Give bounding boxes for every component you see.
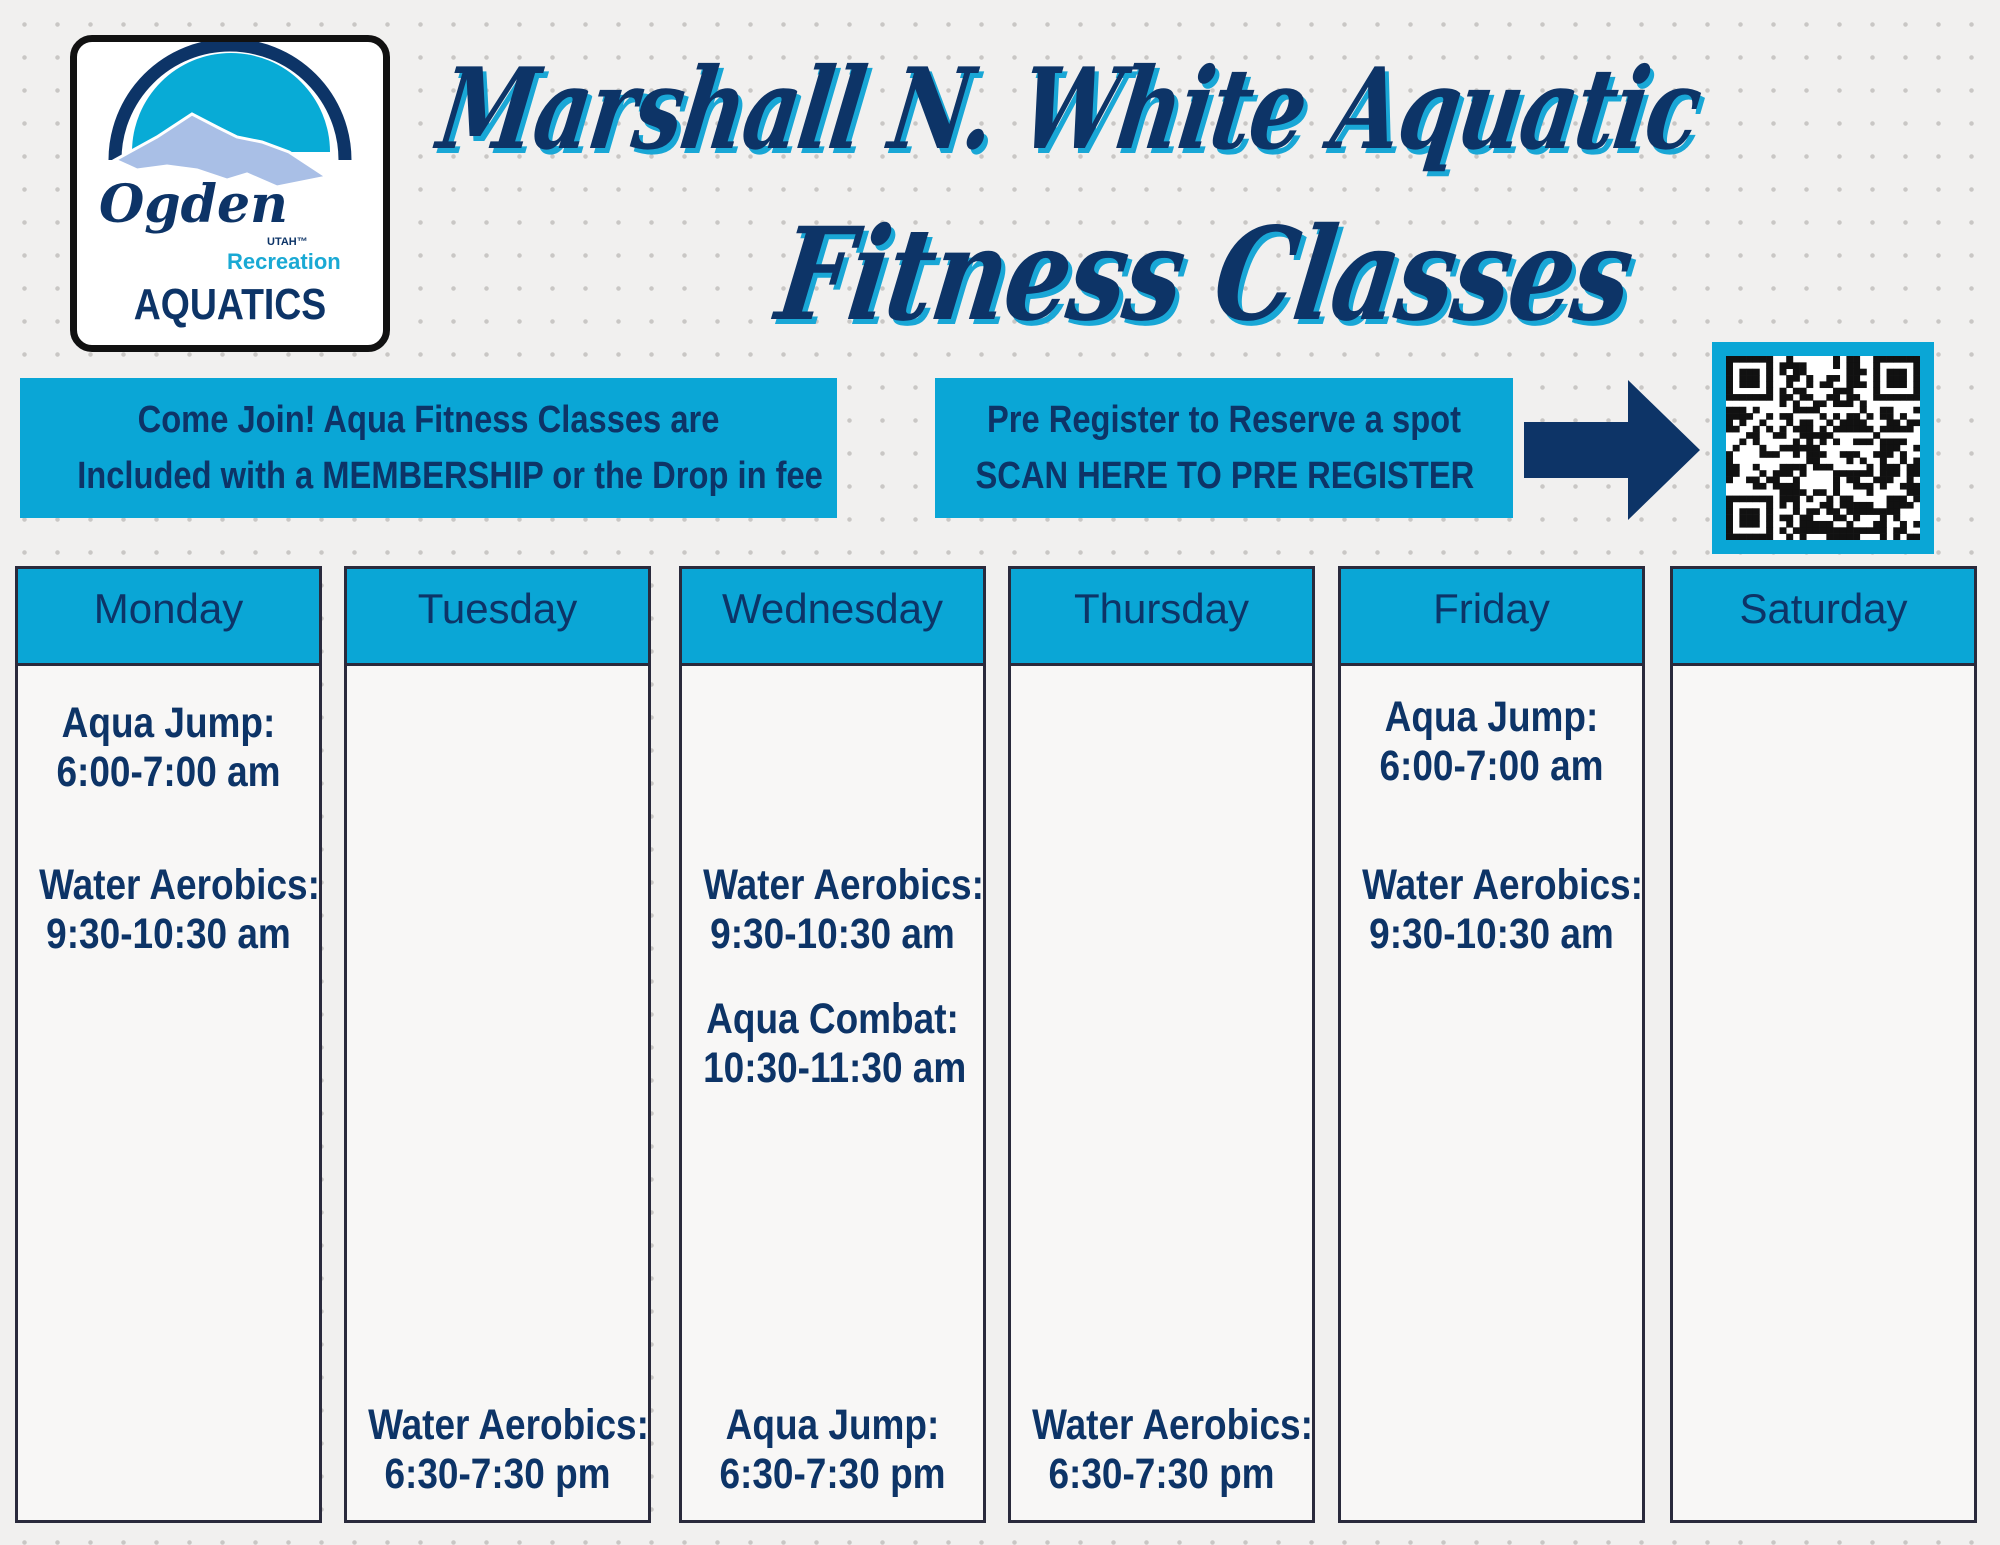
- day-column-friday: Friday Aqua Jump: 6:00-7:00 am Water Aerobi…: [1338, 566, 1645, 1523]
- class-name: Water Aerobics:: [39, 861, 320, 909]
- class-time: 10:30-11:30 am: [703, 1044, 967, 1092]
- day-header: Thursday: [1011, 569, 1312, 666]
- class-entry: Aqua Combat: 10:30-11:30 am: [682, 995, 983, 1093]
- arrow-right-icon: [1524, 380, 1700, 520]
- class-name: Aqua Jump:: [61, 699, 276, 747]
- day-column-saturday: Saturday: [1670, 566, 1977, 1523]
- register-banner-line2: SCAN HERE TO PRE REGISTER: [975, 455, 1475, 497]
- class-entry: Water Aerobics: 9:30-10:30 am: [682, 861, 984, 959]
- ogden-aquatics-logo: Ogden UTAH™ Recreation AQUATICS: [70, 35, 390, 352]
- logo-utah: UTAH™: [267, 236, 308, 248]
- class-time: 6:30-7:30 pm: [1048, 1450, 1275, 1498]
- class-time: 9:30-10:30 am: [46, 910, 291, 958]
- class-name: Water Aerobics:: [703, 861, 984, 909]
- day-column-wednesday: Wednesday Water Aerobics: 9:30-10:30 am Aqu…: [679, 566, 986, 1523]
- class-time: 9:30-10:30 am: [1369, 910, 1614, 958]
- register-banner: Pre Register to Reserve a spot SCAN HERE…: [935, 378, 1513, 518]
- day-header: Wednesday: [682, 569, 983, 666]
- page-title-line2: Fitness Classes: [768, 200, 1641, 350]
- day-column-tuesday: Tuesday Water Aerobics: 6:30-7:30 pm: [344, 566, 651, 1523]
- membership-banner-line1: Come Join! Aqua Fitness Classes are: [137, 399, 720, 441]
- class-entry: Water Aerobics: 6:30-7:30 pm: [1011, 1401, 1313, 1499]
- class-time: 6:00-7:00 am: [1379, 742, 1604, 790]
- logo-recreation: Recreation: [227, 249, 341, 274]
- class-name: Water Aerobics:: [368, 1401, 649, 1449]
- logo-brand: Ogden: [99, 174, 288, 235]
- class-entry: Aqua Jump: 6:00-7:00 am: [1341, 693, 1642, 791]
- mountain-logo-icon: Ogden: [99, 42, 352, 235]
- class-name: Water Aerobics:: [1032, 1401, 1313, 1449]
- class-entry: Aqua Jump: 6:00-7:00 am: [18, 699, 319, 797]
- class-time: 9:30-10:30 am: [710, 910, 955, 958]
- logo-aquatics: AQUATICS: [133, 280, 327, 329]
- qr-code-icon[interactable]: [1726, 356, 1921, 541]
- class-entry: Water Aerobics: 6:30-7:30 pm: [347, 1401, 649, 1499]
- class-entry: Water Aerobics: 9:30-10:30 am: [1341, 861, 1643, 959]
- page-title-line1: Marshall N. White Aquatic: [431, 44, 1708, 175]
- class-name: Aqua Combat:: [706, 995, 959, 1043]
- membership-banner: Come Join! Aqua Fitness Classes are Incl…: [20, 378, 837, 518]
- qr-code[interactable]: [1712, 342, 1934, 554]
- class-name: Aqua Jump:: [1384, 693, 1599, 741]
- day-column-thursday: Thursday Water Aerobics: 6:30-7:30 pm: [1008, 566, 1315, 1523]
- class-name: Aqua Jump:: [725, 1401, 940, 1449]
- day-header: Friday: [1341, 569, 1642, 666]
- class-time: 6:30-7:30 pm: [719, 1450, 946, 1498]
- membership-banner-line2: Included with a MEMBERSHIP or the Drop i…: [77, 455, 823, 497]
- day-header: Tuesday: [347, 569, 648, 666]
- day-header: Monday: [18, 569, 319, 666]
- day-header: Saturday: [1673, 569, 1974, 666]
- class-time: 6:30-7:30 pm: [384, 1450, 611, 1498]
- class-entry: Water Aerobics: 9:30-10:30 am: [18, 861, 320, 959]
- class-entry: Aqua Jump: 6:30-7:30 pm: [682, 1401, 983, 1499]
- class-name: Water Aerobics:: [1362, 861, 1643, 909]
- day-column-monday: Monday Aqua Jump: 6:00-7:00 am Water Aerobi…: [15, 566, 322, 1523]
- register-banner-line1: Pre Register to Reserve a spot: [986, 399, 1462, 441]
- class-time: 6:00-7:00 am: [56, 748, 281, 796]
